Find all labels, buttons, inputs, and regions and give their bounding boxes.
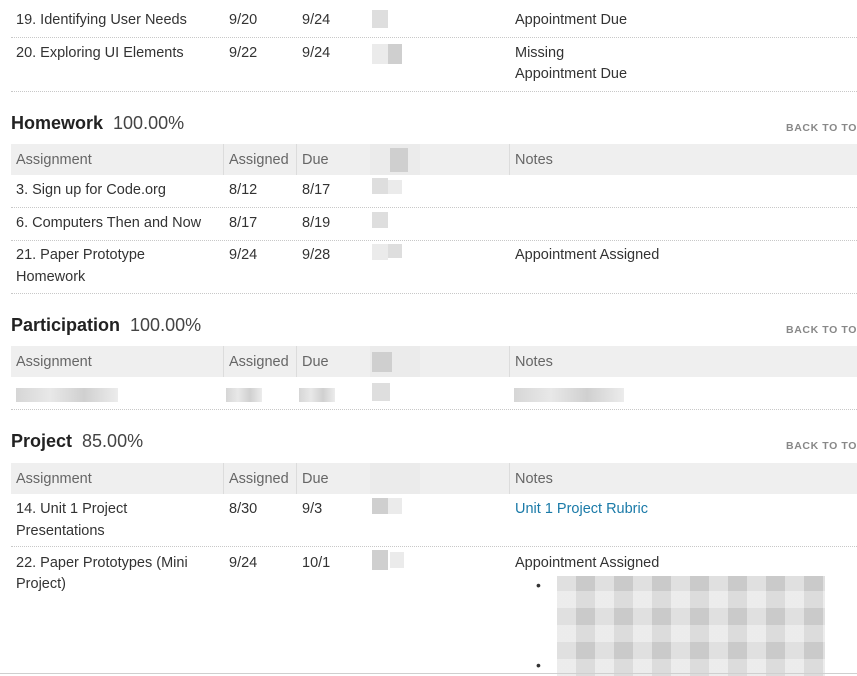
table-row: 3. Sign up for Code.org 8/12 8/17 [11, 176, 857, 208]
assignment-name[interactable]: 6. Computers Then and Now [16, 215, 202, 231]
note-text: Appointment Due [515, 66, 628, 82]
assignment-name[interactable]: Project) [16, 576, 66, 592]
back-to-top-link[interactable]: BACK TO TO [786, 122, 857, 134]
assignment-name[interactable]: 20. Exploring UI Elements [16, 45, 184, 61]
section-name: Homework [11, 113, 104, 133]
column-header-assigned[interactable]: Assigned [229, 354, 289, 370]
column-header-assignment[interactable]: Assignment [16, 152, 92, 168]
table-header: Assignment Assigned Due Notes [11, 144, 857, 175]
redacted-text [514, 388, 624, 402]
column-header-due[interactable]: Due [302, 471, 329, 487]
table-row: 22. Paper Prototypes (Mini Project) 9/24… [11, 548, 857, 673]
note-text: Appointment Due [515, 12, 628, 28]
column-header-notes[interactable]: Notes [515, 354, 553, 370]
column-header-assigned[interactable]: Assigned [229, 471, 289, 487]
column-header-due[interactable]: Due [302, 152, 329, 168]
section-percent: 100.00% [130, 315, 202, 335]
page-bottom-divider [0, 673, 857, 674]
column-divider [509, 346, 510, 377]
column-divider [223, 144, 224, 175]
note-bullet-list: • • [536, 578, 541, 676]
assignment-name[interactable]: Homework [16, 269, 86, 285]
due-date: 9/24 [302, 12, 331, 28]
column-divider [509, 144, 510, 175]
assigned-date: 8/12 [229, 182, 258, 198]
assignment-name[interactable]: 3. Sign up for Code.org [16, 182, 166, 198]
redacted-notes-image [557, 576, 825, 676]
due-date: 9/24 [302, 45, 331, 61]
table-row: 20. Exploring UI Elements 9/22 9/24 Miss… [11, 38, 857, 92]
table-header: Assignment Assigned Due Notes [11, 463, 857, 494]
due-date: 9/28 [302, 247, 331, 263]
column-header-assigned[interactable]: Assigned [229, 152, 289, 168]
assignment-name[interactable]: 22. Paper Prototypes (Mini [16, 555, 188, 571]
back-to-top-link[interactable]: BACK TO TO [786, 324, 857, 336]
back-to-top-link[interactable]: BACK TO TO [786, 440, 857, 452]
assigned-date: 9/24 [229, 555, 258, 571]
section-name: Participation [11, 315, 121, 335]
bullet-marker: • [536, 657, 541, 673]
column-divider [296, 144, 297, 175]
note-text: Appointment Assigned [515, 555, 660, 571]
column-divider [223, 346, 224, 377]
table-row: 14. Unit 1 Project Presentations 8/30 9/… [11, 494, 857, 547]
bullet-marker [536, 618, 541, 638]
note-text: Missing [515, 45, 565, 61]
column-header-notes[interactable]: Notes [515, 152, 553, 168]
table-row: 21. Paper Prototype Homework 9/24 9/28 A… [11, 241, 857, 294]
column-header-assignment[interactable]: Assignment [16, 471, 92, 487]
column-divider [223, 463, 224, 494]
section-percent: 100.00% [113, 113, 185, 133]
rubric-link[interactable]: Unit 1 Project Rubric [515, 501, 648, 517]
redacted-text [226, 388, 262, 402]
section-name: Project [11, 431, 73, 451]
assigned-date: 9/22 [229, 45, 258, 61]
assignment-name[interactable]: 14. Unit 1 Project [16, 501, 128, 517]
section-title-project: Project 85.00% [11, 431, 143, 452]
assigned-date: 8/30 [229, 501, 258, 517]
due-date: 8/17 [302, 182, 331, 198]
redacted-text [299, 388, 335, 402]
table-row-redacted [11, 378, 857, 410]
section-title-homework: Homework 100.00% [11, 113, 184, 134]
bullet-marker [536, 598, 541, 618]
assigned-date: 9/20 [229, 12, 258, 28]
due-date: 9/3 [302, 501, 323, 517]
assigned-date: 9/24 [229, 247, 258, 263]
table-row: 6. Computers Then and Now 8/17 8/19 [11, 208, 857, 241]
column-header-due[interactable]: Due [302, 354, 329, 370]
redacted-text [16, 388, 118, 402]
bullet-marker: • [536, 577, 541, 593]
note-text: Appointment Assigned [515, 247, 660, 263]
assigned-date: 8/17 [229, 215, 258, 231]
column-divider [296, 463, 297, 494]
column-header-assignment[interactable]: Assignment [16, 354, 92, 370]
table-header: Assignment Assigned Due Notes [11, 346, 857, 377]
assignment-name[interactable]: 19. Identifying User Needs [16, 12, 187, 28]
table-row: 19. Identifying User Needs 9/20 9/24 App… [11, 5, 857, 38]
section-title-participation: Participation 100.00% [11, 315, 201, 336]
bullet-marker [536, 638, 541, 658]
column-divider [296, 346, 297, 377]
column-divider [509, 463, 510, 494]
due-date: 10/1 [302, 555, 331, 571]
column-header-notes[interactable]: Notes [515, 471, 553, 487]
assignment-name[interactable]: 21. Paper Prototype [16, 247, 145, 263]
due-date: 8/19 [302, 215, 331, 231]
assignment-name[interactable]: Presentations [16, 523, 105, 539]
section-percent: 85.00% [82, 431, 144, 451]
